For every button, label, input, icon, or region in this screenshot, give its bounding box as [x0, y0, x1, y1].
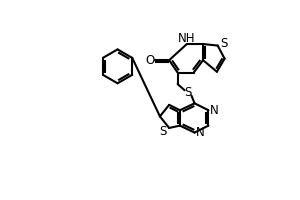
Text: NH: NH — [178, 32, 196, 45]
Text: N: N — [196, 126, 204, 139]
Text: N: N — [209, 104, 218, 117]
Text: O: O — [145, 54, 154, 67]
Text: S: S — [185, 86, 192, 99]
Text: S: S — [220, 37, 227, 50]
Text: S: S — [159, 125, 167, 138]
